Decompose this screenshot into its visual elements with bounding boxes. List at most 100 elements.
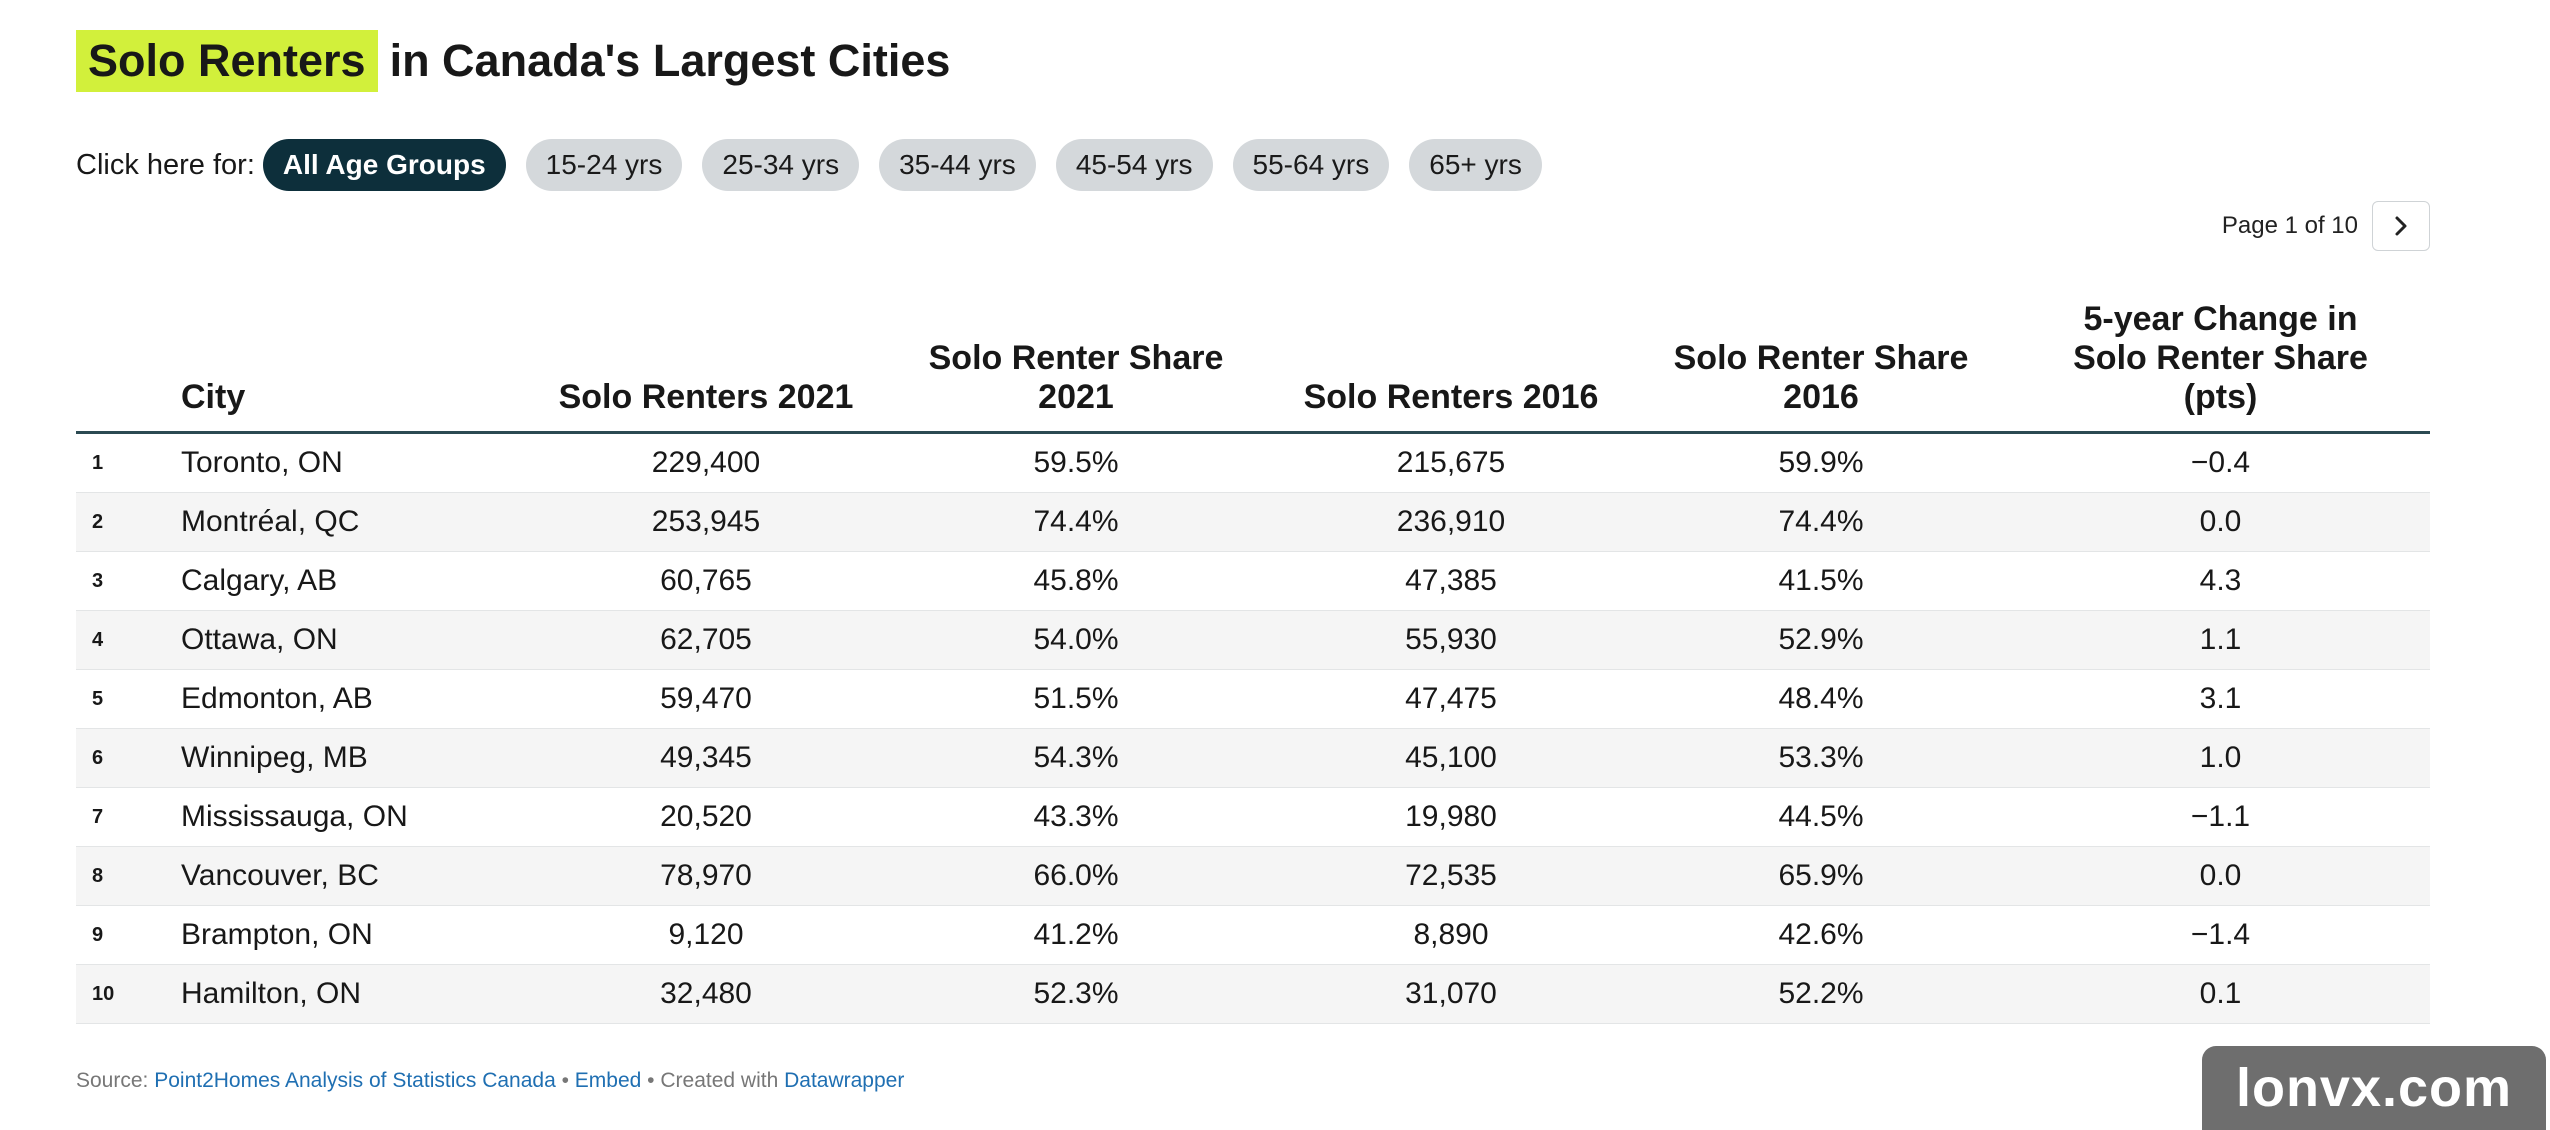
column-header-share-2016: Solo Renter Share 2016 (1631, 300, 2011, 434)
row-change: 4.3 (2011, 551, 2430, 611)
title-highlight: Solo Renters (76, 30, 378, 92)
row-rank: 4 (76, 610, 181, 670)
table-row: 10 Hamilton, ON 32,480 52.3% 31,070 52.2… (76, 964, 2430, 1024)
table-header-row: City Solo Renters 2021 Solo Renter Share… (76, 300, 2430, 434)
row-change: 1.0 (2011, 728, 2430, 788)
footer: Source: Point2Homes Analysis of Statisti… (76, 1069, 904, 1093)
row-share-2021: 52.3% (881, 964, 1271, 1024)
filter-all-age-groups-button[interactable]: All Age Groups (262, 139, 506, 191)
row-share-2016: 59.9% (1631, 432, 2011, 493)
row-renters-2021: 253,945 (531, 492, 881, 552)
row-city: Mississauga, ON (181, 787, 531, 847)
row-renters-2016: 31,070 (1271, 964, 1631, 1024)
row-renters-2016: 19,980 (1271, 787, 1631, 847)
created-with-label: • Created with (641, 1069, 785, 1092)
filter-label: Click here for: (76, 148, 255, 181)
row-renters-2021: 20,520 (531, 787, 881, 847)
row-share-2021: 66.0% (881, 846, 1271, 906)
filter-25-34-button[interactable]: 25-34 yrs (702, 139, 860, 191)
watermark: lonvx.com (2202, 1046, 2546, 1130)
row-share-2016: 44.5% (1631, 787, 2011, 847)
row-renters-2016: 55,930 (1271, 610, 1631, 670)
row-city: Calgary, AB (181, 551, 531, 611)
source-link[interactable]: Point2Homes Analysis of Statistics Canad… (154, 1069, 556, 1092)
column-header-renters-2021: Solo Renters 2021 (531, 300, 881, 434)
filter-65-plus-button[interactable]: 65+ yrs (1409, 139, 1542, 191)
row-city: Ottawa, ON (181, 610, 531, 670)
row-rank: 5 (76, 669, 181, 729)
row-renters-2021: 62,705 (531, 610, 881, 670)
filter-55-64-button[interactable]: 55-64 yrs (1232, 139, 1390, 191)
row-renters-2016: 236,910 (1271, 492, 1631, 552)
row-renters-2021: 60,765 (531, 551, 881, 611)
next-page-button[interactable] (2372, 201, 2430, 251)
table-row: 5 Edmonton, AB 59,470 51.5% 47,475 48.4%… (76, 669, 2430, 729)
row-share-2016: 65.9% (1631, 846, 2011, 906)
row-share-2021: 54.0% (881, 610, 1271, 670)
row-rank: 1 (76, 432, 181, 493)
column-header-city: City (181, 300, 531, 434)
row-renters-2016: 72,535 (1271, 846, 1631, 906)
table-row: 9 Brampton, ON 9,120 41.2% 8,890 42.6% −… (76, 905, 2430, 965)
row-share-2021: 51.5% (881, 669, 1271, 729)
row-change: 0.1 (2011, 964, 2430, 1024)
row-share-2021: 59.5% (881, 432, 1271, 493)
row-city: Brampton, ON (181, 905, 531, 965)
chevron-right-icon (2395, 216, 2407, 236)
row-renters-2021: 229,400 (531, 432, 881, 493)
row-rank: 6 (76, 728, 181, 788)
row-share-2021: 45.8% (881, 551, 1271, 611)
column-header-renters-2016: Solo Renters 2016 (1271, 300, 1631, 434)
datawrapper-link[interactable]: Datawrapper (784, 1069, 905, 1092)
table-row: 4 Ottawa, ON 62,705 54.0% 55,930 52.9% 1… (76, 610, 2430, 670)
row-change: −1.1 (2011, 787, 2430, 847)
row-renters-2016: 47,475 (1271, 669, 1631, 729)
table-row: 3 Calgary, AB 60,765 45.8% 47,385 41.5% … (76, 551, 2430, 611)
column-header-share-2016-text: Solo Renter Share 2016 (1673, 339, 1969, 416)
row-renters-2016: 47,385 (1271, 551, 1631, 611)
row-rank: 9 (76, 905, 181, 965)
row-share-2021: 54.3% (881, 728, 1271, 788)
table-body: 1 Toronto, ON 229,400 59.5% 215,675 59.9… (76, 432, 2430, 1024)
source-label: Source: (76, 1069, 155, 1092)
row-city: Toronto, ON (181, 432, 531, 493)
row-renters-2016: 215,675 (1271, 432, 1631, 493)
table-row: 7 Mississauga, ON 20,520 43.3% 19,980 44… (76, 787, 2430, 847)
row-share-2016: 42.6% (1631, 905, 2011, 965)
row-renters-2016: 45,100 (1271, 728, 1631, 788)
data-table: City Solo Renters 2021 Solo Renter Share… (76, 300, 2430, 1024)
page-indicator: Page 1 of 10 (2221, 212, 2358, 239)
filter-35-44-button[interactable]: 35-44 yrs (879, 139, 1036, 191)
row-renters-2021: 59,470 (531, 669, 881, 729)
row-share-2016: 48.4% (1631, 669, 2011, 729)
embed-link[interactable]: Embed (574, 1069, 642, 1092)
row-share-2016: 41.5% (1631, 551, 2011, 611)
column-header-share-2021-text: Solo Renter Share 2021 (928, 339, 1224, 416)
row-change: 0.0 (2011, 492, 2430, 552)
row-change: 0.0 (2011, 846, 2430, 906)
filter-45-54-button[interactable]: 45-54 yrs (1055, 139, 1213, 191)
row-renters-2016: 8,890 (1271, 905, 1631, 965)
column-header-change-text: 5-year Change in Solo Renter Share (pts) (2073, 300, 2368, 416)
row-rank: 10 (76, 964, 181, 1024)
footer-separator: • (555, 1069, 575, 1092)
column-header-change: 5-year Change in Solo Renter Share (pts) (2011, 300, 2430, 434)
pagination: Page 1 of 10 (2222, 201, 2430, 251)
row-city: Vancouver, BC (181, 846, 531, 906)
row-share-2016: 74.4% (1631, 492, 2011, 552)
title-rest: in Canada's Largest Cities (389, 35, 951, 86)
column-header-rank (76, 300, 181, 434)
row-renters-2021: 49,345 (531, 728, 881, 788)
row-renters-2021: 9,120 (531, 905, 881, 965)
row-change: 1.1 (2011, 610, 2430, 670)
row-share-2016: 53.3% (1631, 728, 2011, 788)
table-row: 8 Vancouver, BC 78,970 66.0% 72,535 65.9… (76, 846, 2430, 906)
row-share-2016: 52.2% (1631, 964, 2011, 1024)
row-change: −1.4 (2011, 905, 2430, 965)
row-renters-2021: 32,480 (531, 964, 881, 1024)
row-city: Hamilton, ON (181, 964, 531, 1024)
filter-15-24-button[interactable]: 15-24 yrs (525, 139, 683, 191)
row-rank: 7 (76, 787, 181, 847)
row-change: −0.4 (2011, 432, 2430, 493)
